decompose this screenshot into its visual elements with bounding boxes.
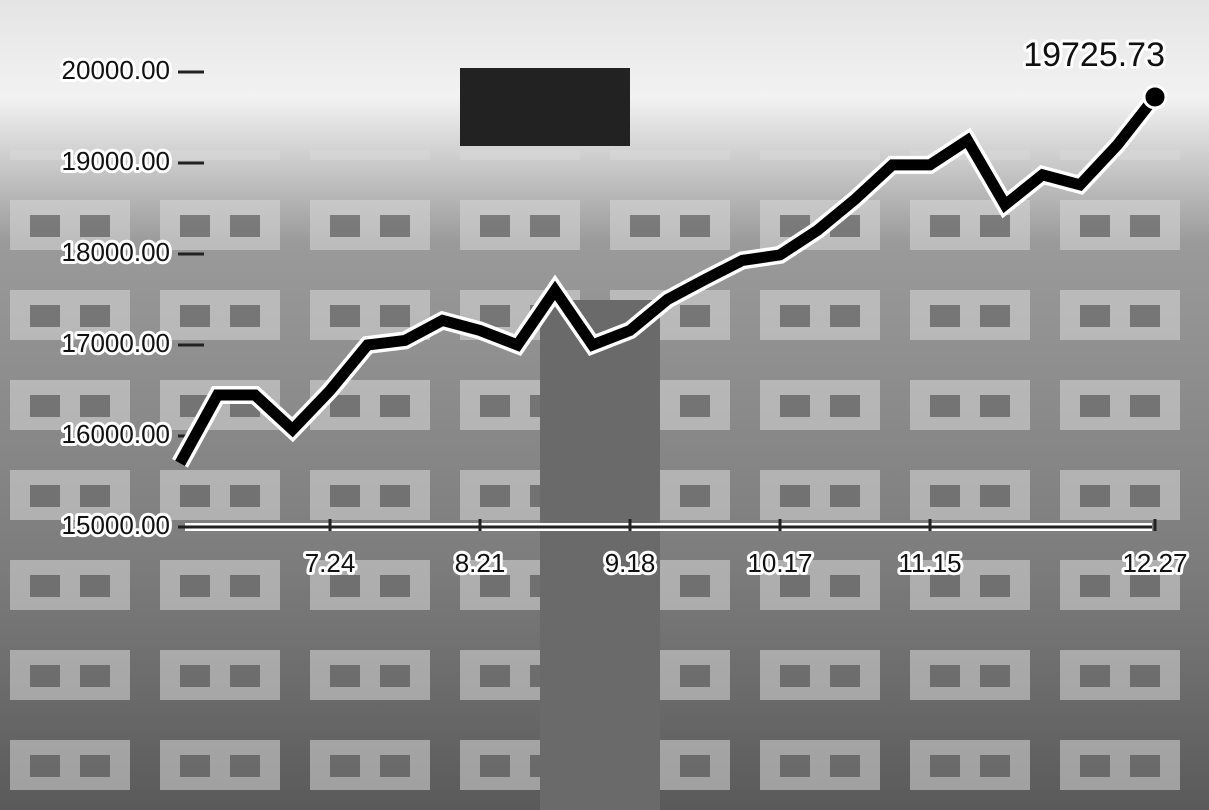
x-tick-label: 10.17 — [747, 548, 812, 578]
y-tick-label: 16000.00 — [62, 419, 170, 449]
y-tick-label: 17000.00 — [62, 328, 170, 358]
y-tick-label: 20000.00 — [62, 55, 170, 85]
x-tick-label: 7.24 — [305, 548, 356, 578]
x-tick-label: 9.18 — [605, 548, 656, 578]
value-label: 19725.73 — [1023, 36, 1165, 74]
chart: 15000.00 16000.00 17000.00 18000.00 19000.00… — [0, 0, 1209, 810]
x-tick-label: 8.21 — [455, 548, 506, 578]
board — [460, 68, 630, 146]
y-tick-label: 15000.00 — [62, 510, 170, 540]
y-tick-label: 19000.00 — [62, 146, 170, 176]
x-tick-label: 12.27 — [1122, 548, 1187, 578]
x-tick-label: 11.15 — [898, 548, 961, 578]
y-tick-label: 18000.00 — [62, 237, 170, 267]
end-point — [1144, 86, 1166, 108]
